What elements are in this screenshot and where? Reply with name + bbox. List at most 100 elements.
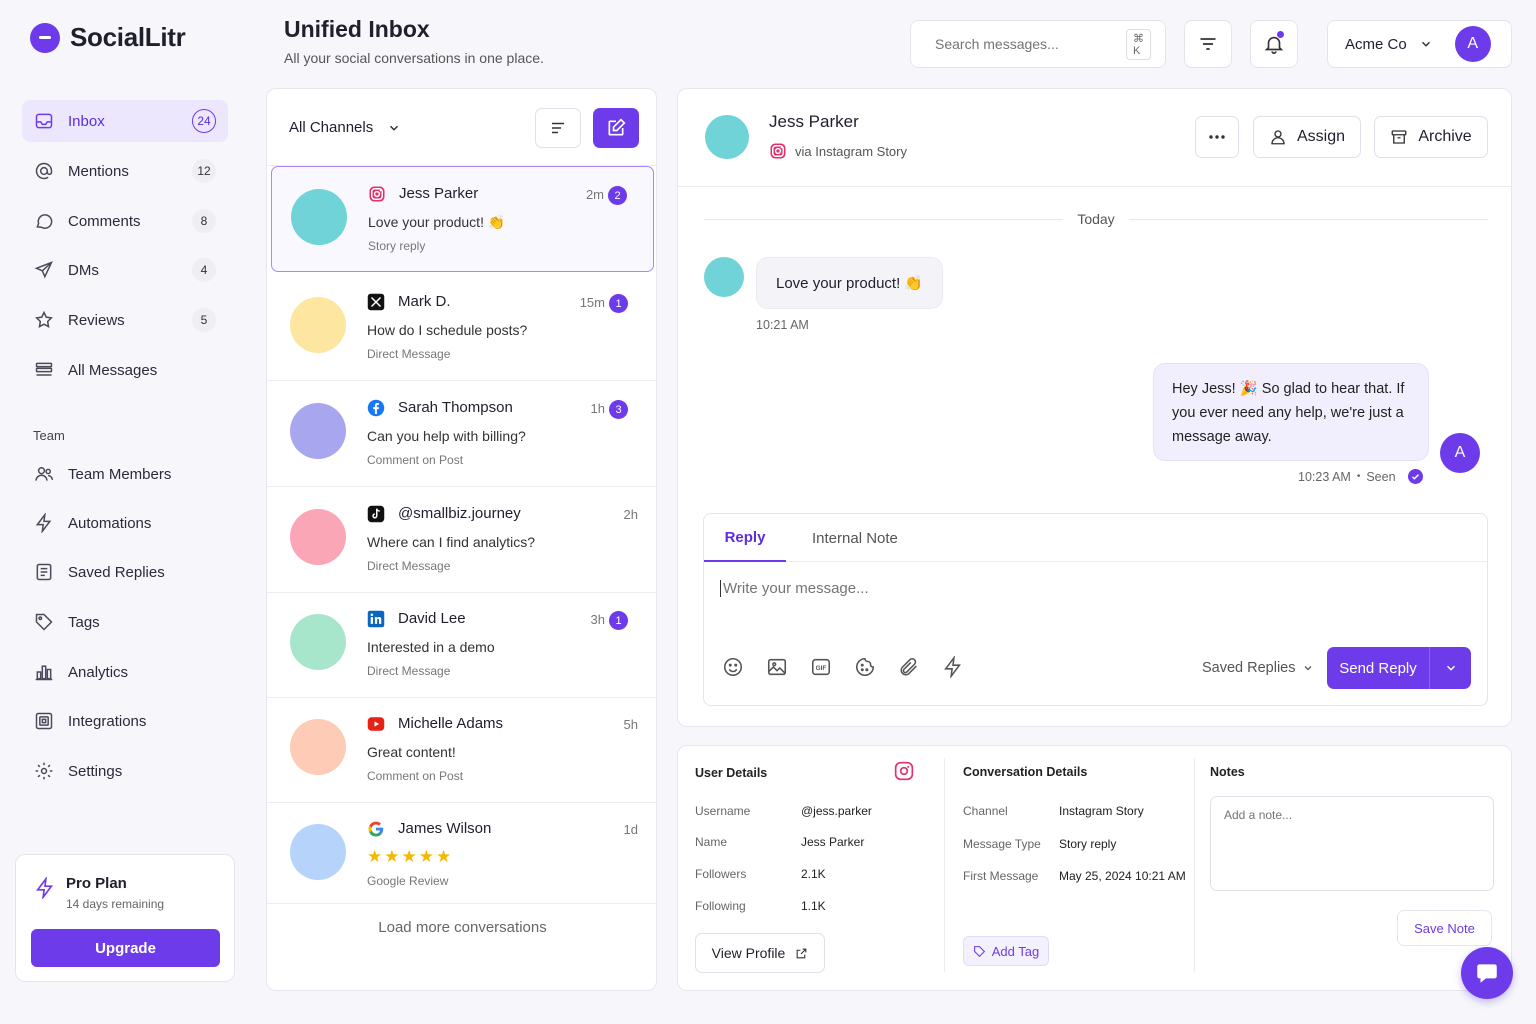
field-value: @jess.parker: [801, 804, 872, 818]
notes-title: Notes: [1210, 765, 1245, 779]
tag-icon: [973, 945, 985, 957]
archive-button[interactable]: Archive: [1374, 116, 1488, 158]
conversation-item[interactable]: Sarah Thompson 1h 3 Can you help with bi…: [267, 381, 656, 487]
more-horizontal-icon: [1209, 135, 1225, 139]
seen-label: Seen: [1366, 469, 1396, 484]
contact-avatar: [290, 509, 346, 565]
bolt-icon[interactable]: [942, 656, 964, 678]
upgrade-button[interactable]: Upgrade: [31, 929, 220, 967]
conversation-item[interactable]: Mark D. 15m 1 How do I schedule posts? D…: [267, 275, 656, 381]
conversation-item[interactable]: David Lee 3h 1 Interested in a demo Dire…: [267, 592, 656, 698]
message-time: 3h: [590, 612, 605, 627]
unread-badge: 1: [609, 294, 628, 313]
app-logo[interactable]: SocialLitr: [30, 22, 186, 53]
date-divider-label: Today: [1077, 211, 1115, 227]
field-value: Story reply: [1059, 837, 1117, 851]
field-label: First Message: [963, 869, 1039, 883]
message-preview: How do I schedule posts?: [367, 322, 528, 338]
google-icon: [368, 821, 384, 837]
sidebar-item-reviews[interactable]: Reviews 5: [22, 299, 228, 341]
sidebar-item-mentions[interactable]: Mentions 12: [22, 150, 228, 192]
external-link-icon: [796, 948, 807, 958]
save-note-button[interactable]: Save Note: [1397, 910, 1492, 946]
saved-replies-label: Saved Replies: [1202, 660, 1296, 676]
emoji-icon[interactable]: [722, 656, 744, 678]
add-tag-label: Add Tag: [991, 943, 1040, 959]
message-time: 5h: [623, 717, 638, 732]
image-icon[interactable]: [766, 656, 788, 678]
count-badge: 4: [192, 258, 216, 282]
sidebar-item-all-messages[interactable]: All Messages: [22, 349, 228, 391]
tiktok-icon: [367, 505, 385, 523]
logo-icon: [30, 22, 60, 53]
tab-reply[interactable]: Reply: [704, 514, 786, 562]
saved-replies-dropdown[interactable]: Saved Replies: [1202, 660, 1314, 676]
compose-button[interactable]: [593, 108, 639, 148]
page-title: Unified Inbox: [284, 16, 430, 42]
conversation-item[interactable]: Jess Parker 2m 2 Love your product! 👏 St…: [271, 166, 654, 272]
contact-avatar: [290, 719, 346, 775]
sidebar-item-label: Comments: [68, 212, 141, 230]
view-profile-button[interactable]: View Profile: [695, 933, 825, 973]
list-header: All Channels: [267, 89, 656, 166]
notification-dot: [1276, 30, 1285, 39]
sidebar-item-comments[interactable]: Comments 8: [22, 200, 228, 242]
sidebar-item-label: Analytics: [68, 663, 129, 681]
conversation-item[interactable]: @smallbiz.journey 2h Where can I find an…: [267, 487, 656, 593]
instagram-icon: [369, 186, 385, 202]
view-profile-label: View Profile: [711, 945, 786, 961]
sidebar-item-automations[interactable]: Automations: [22, 502, 228, 544]
load-more-link[interactable]: Load more conversations: [378, 919, 547, 936]
attachment-icon[interactable]: [898, 656, 920, 678]
chat-support-button[interactable]: [1461, 947, 1513, 999]
message-preview: Can you help with billing?: [367, 428, 526, 444]
unread-badge: 1: [609, 611, 628, 630]
sidebar-item-inbox[interactable]: Inbox 24: [22, 100, 228, 142]
filter-button[interactable]: [1184, 20, 1232, 68]
message-type: Comment on Post: [367, 769, 464, 783]
unread-badge: 2: [608, 186, 627, 205]
search-input[interactable]: [935, 36, 1116, 52]
sidebar-item-analytics[interactable]: Analytics: [22, 651, 228, 693]
svg-text:GIF: GIF: [816, 665, 827, 672]
sidebar-item-settings[interactable]: Settings: [22, 750, 228, 792]
assign-label: Assign: [1296, 128, 1346, 145]
field-label: Message Type: [963, 837, 1041, 851]
channel-filter-dropdown[interactable]: All Channels: [289, 119, 401, 136]
count-badge: 5: [192, 308, 216, 332]
field-value: May 25, 2024 10:21 AM: [1059, 869, 1186, 883]
more-options-button[interactable]: [1195, 116, 1239, 158]
message-input[interactable]: [720, 580, 1460, 597]
sidebar-item-saved-replies[interactable]: Saved Replies: [22, 551, 228, 593]
account-switcher[interactable]: Acme Co A: [1327, 20, 1512, 68]
contact-name: Sarah Thompson: [398, 399, 513, 416]
channel-source: via Instagram Story: [769, 142, 907, 160]
send-options-button[interactable]: [1429, 647, 1471, 689]
notifications-button[interactable]: [1250, 20, 1298, 68]
chat-panel: Jess Parker via Instagram Story Assign A…: [677, 88, 1513, 727]
sort-button[interactable]: [535, 108, 581, 148]
conversation-item[interactable]: James Wilson 1d ★★★★★ Google Review: [267, 802, 656, 904]
incoming-message: Love your product! 👏: [756, 257, 943, 309]
gif-icon[interactable]: GIF: [810, 656, 832, 678]
sidebar-item-integrations[interactable]: Integrations: [22, 700, 228, 742]
message-time: 10:23 AM: [1298, 469, 1351, 484]
add-tag-button[interactable]: Add Tag: [963, 936, 1049, 966]
bell-icon: [1264, 36, 1284, 54]
sidebar-item-dms[interactable]: DMs 4: [22, 249, 228, 291]
search-box[interactable]: ⌘ K: [910, 20, 1166, 68]
keyboard-shortcut: ⌘ K: [1126, 28, 1151, 60]
sidebar-item-label: Inbox: [68, 112, 105, 130]
sticker-icon[interactable]: [854, 656, 876, 678]
user-details-title: User Details: [695, 766, 768, 780]
conversation-item[interactable]: Michelle Adams 5h Great content! Comment…: [267, 697, 656, 803]
tab-internal-note[interactable]: Internal Note: [812, 529, 898, 547]
note-input[interactable]: [1210, 796, 1494, 891]
send-reply-button[interactable]: Send Reply: [1327, 647, 1471, 689]
chat-bubble-icon: [1477, 964, 1497, 983]
user-avatar[interactable]: A: [1454, 26, 1491, 62]
assign-button[interactable]: Assign: [1253, 116, 1361, 158]
sidebar-item-tags[interactable]: Tags: [22, 601, 228, 643]
agent-avatar: A: [1440, 433, 1480, 473]
sidebar-item-team-members[interactable]: Team Members: [22, 453, 228, 495]
